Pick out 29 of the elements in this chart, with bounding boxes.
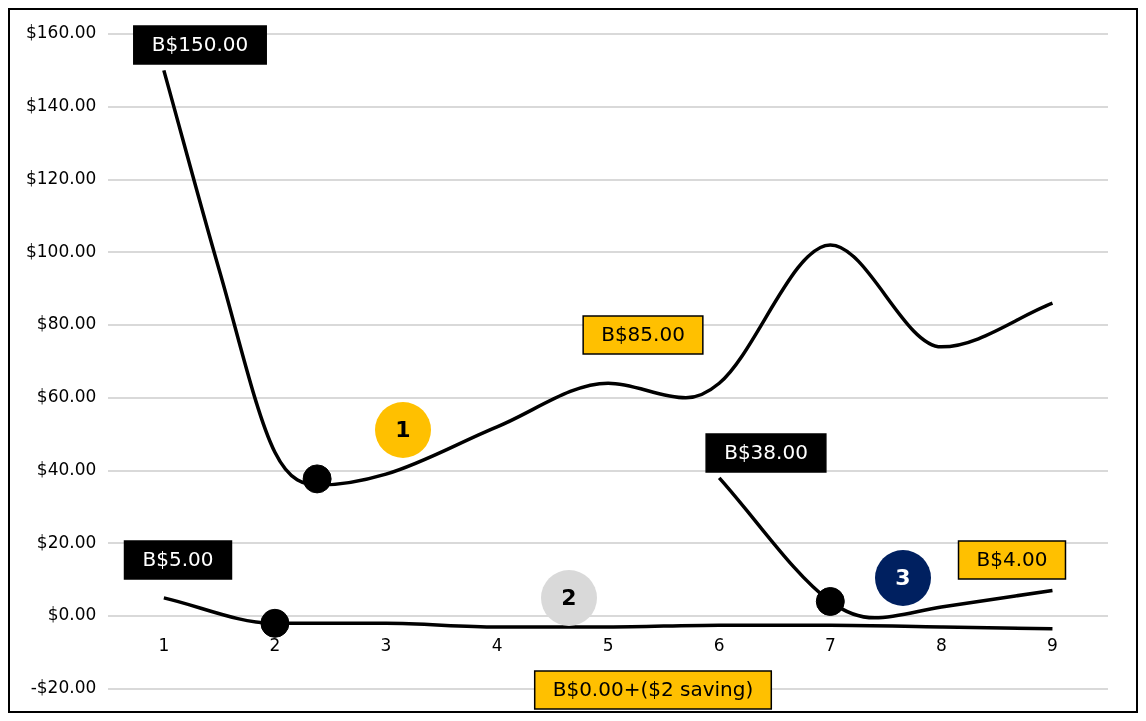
annotation: B$4.00 [976, 547, 1048, 572]
annotation: 1 [395, 416, 411, 442]
annotation: B$85.00 [601, 322, 685, 347]
annotation: B$38.00 [724, 440, 808, 465]
y-tick-label: -$20.00 [30, 677, 97, 698]
x-tick-label: 9 [1047, 634, 1058, 655]
x-tick-label: 2 [269, 634, 281, 655]
y-tick-label: $0.00 [47, 604, 97, 625]
line-series [717, 476, 1055, 620]
x-tick-label: 7 [824, 634, 836, 655]
y-tick-label: $160.00 [25, 22, 97, 43]
x-tick-label: 8 [935, 634, 947, 655]
y-tick-label: $80.00 [36, 313, 97, 334]
annotation: 3 [895, 564, 911, 590]
annotation: B$150.00 [151, 32, 249, 57]
y-tick-label: $60.00 [36, 386, 97, 407]
x-tick-label: 3 [380, 634, 392, 655]
annotation: 2 [561, 584, 577, 610]
annotation: B$5.00 [142, 547, 214, 572]
y-tick-label: $140.00 [25, 95, 97, 116]
y-tick-label: $20.00 [36, 531, 97, 552]
y-tick-label: $100.00 [25, 240, 97, 261]
x-tick-label: 6 [713, 634, 725, 655]
y-tick-label: $120.00 [25, 167, 97, 188]
x-tick-label: 5 [602, 634, 614, 655]
x-tick-label: 1 [158, 634, 170, 655]
annotation: B$0.00+($2 saving) [552, 677, 754, 702]
y-tick-label: $40.00 [36, 458, 97, 479]
x-tick-label: 4 [491, 634, 503, 655]
